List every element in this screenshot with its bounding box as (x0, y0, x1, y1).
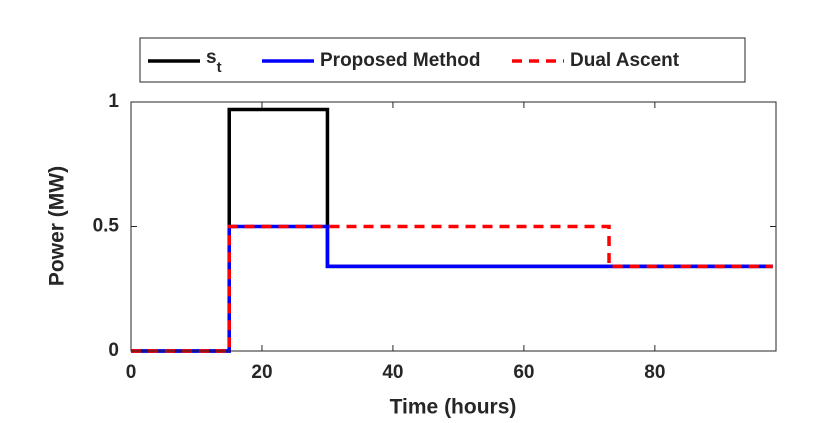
legend-label: Proposed Method (320, 50, 480, 71)
legend-label-main: s (206, 47, 217, 68)
legend-label: Dual Ascent (570, 50, 680, 71)
x-axis-title: Time (hours) (390, 396, 517, 419)
y-tick-label: 0 (108, 340, 119, 361)
axes-box (130, 101, 777, 352)
y-axis-title: Power (MW) (46, 166, 69, 286)
x-tick-label: 20 (251, 362, 272, 383)
legend-box (139, 37, 746, 83)
legend-label-sub: t (217, 59, 222, 76)
x-tick-label: 80 (644, 362, 665, 383)
legend-label: st (206, 47, 222, 76)
x-tick-label: 0 (126, 362, 137, 383)
x-tick-label: 40 (382, 362, 403, 383)
y-tick-label: 0.5 (93, 216, 120, 237)
x-tick-label: 60 (513, 362, 534, 383)
y-tick-label: 1 (108, 91, 119, 112)
